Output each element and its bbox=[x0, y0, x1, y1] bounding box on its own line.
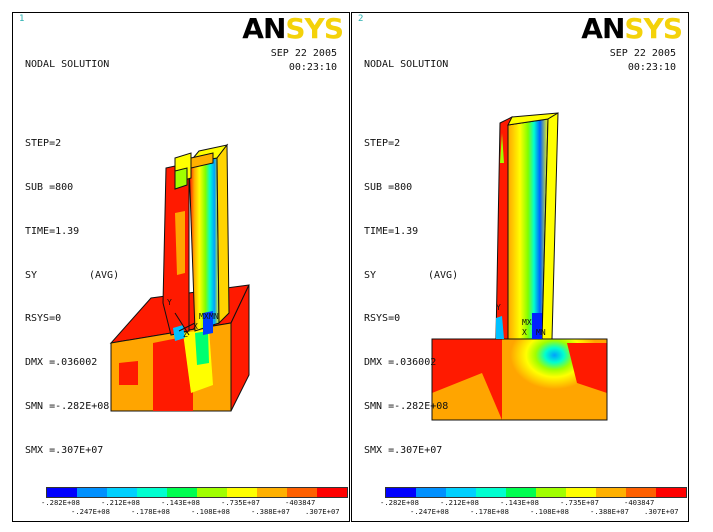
date-value: SEP 22 2005 bbox=[270, 48, 337, 59]
legend-swatch bbox=[137, 488, 167, 497]
sub-value: SUB =800 bbox=[25, 181, 74, 193]
legend-swatch bbox=[566, 488, 596, 497]
fea-model-isometric: MX MN Y Z X bbox=[109, 143, 250, 412]
ansys-logo: ANSYS bbox=[581, 12, 683, 45]
legend-label: -.212E+08 bbox=[440, 498, 479, 507]
dmx-value: DMX =.036002 bbox=[364, 357, 437, 369]
legend-swatch bbox=[656, 488, 686, 497]
time-value: TIME=1.39 bbox=[364, 225, 419, 237]
legend-swatch bbox=[47, 488, 77, 497]
x-axis-label: X bbox=[522, 328, 527, 337]
timestamp: SEP 22 2005 00:23:10 bbox=[271, 47, 337, 75]
legend-label: -403847 bbox=[285, 498, 316, 507]
legend-swatch bbox=[626, 488, 656, 497]
legend-label: -.212E+08 bbox=[101, 498, 140, 507]
avg-label: (AVG) bbox=[428, 269, 459, 281]
viewport-2[interactable]: 2 bbox=[351, 12, 689, 522]
viewport-1[interactable]: 1 bbox=[12, 12, 350, 522]
legend-swatch bbox=[287, 488, 317, 497]
smn-value: SMN =-.282E+08 bbox=[364, 400, 449, 412]
legend-swatch bbox=[317, 488, 347, 497]
solution-title: NODAL SOLUTION bbox=[364, 59, 449, 71]
time-value: TIME=1.39 bbox=[25, 225, 80, 237]
smx-value: SMX =.307E+07 bbox=[364, 444, 443, 456]
legend-swatch bbox=[506, 488, 536, 497]
legend-swatch bbox=[476, 488, 506, 497]
legend-swatch bbox=[536, 488, 566, 497]
legend-label: -.247E+08 bbox=[71, 507, 110, 516]
solution-info: NODAL SOLUTION STEP=2 SUB =800 TIME=1.39… bbox=[25, 29, 119, 487]
ansys-logo: ANSYS bbox=[242, 12, 344, 45]
legend-label: -.178E+08 bbox=[131, 507, 170, 516]
legend-label: -.388E+07 bbox=[590, 507, 629, 516]
legend-label: -.735E+07 bbox=[221, 498, 260, 507]
contour-legend-bar bbox=[46, 487, 348, 498]
avg-label: (AVG) bbox=[89, 269, 120, 281]
solution-info: NODAL SOLUTION STEP=2 SUB =800 TIME=1.39… bbox=[364, 29, 458, 487]
contour-legend-bar bbox=[385, 487, 687, 498]
legend-swatch bbox=[167, 488, 197, 497]
solution-title: NODAL SOLUTION bbox=[25, 59, 110, 71]
smx-value: SMX =.307E+07 bbox=[25, 444, 104, 456]
legend-label: -.735E+07 bbox=[560, 498, 599, 507]
legend-label: -.282E+08 bbox=[41, 498, 80, 507]
timestamp: SEP 22 2005 00:23:10 bbox=[610, 47, 676, 75]
window-number: 2 bbox=[358, 14, 364, 24]
legend-label: -.388E+07 bbox=[251, 507, 290, 516]
fea-model-front: MX MN Y X bbox=[431, 112, 608, 421]
legend-swatch bbox=[77, 488, 107, 497]
legend-label: -.178E+08 bbox=[470, 507, 509, 516]
min-marker: MN bbox=[209, 312, 219, 321]
legend-swatch bbox=[227, 488, 257, 497]
legend-swatch bbox=[386, 488, 416, 497]
legend-label: -.108E+08 bbox=[191, 507, 230, 516]
max-marker: MX bbox=[522, 318, 532, 327]
quantity-label: SY bbox=[25, 269, 38, 281]
legend-label: -.108E+08 bbox=[530, 507, 569, 516]
min-marker: MN bbox=[536, 328, 546, 337]
x-axis-label: X bbox=[193, 322, 198, 331]
clock-value: 00:23:10 bbox=[627, 62, 676, 73]
legend-label: -.143E+08 bbox=[161, 498, 200, 507]
rsys-value: RSYS=0 bbox=[25, 313, 62, 325]
legend-label: .307E+07 bbox=[305, 507, 340, 516]
legend-swatch bbox=[107, 488, 137, 497]
y-axis-label: Y bbox=[496, 303, 501, 312]
step-value: STEP=2 bbox=[364, 138, 401, 150]
legend-swatch bbox=[416, 488, 446, 497]
legend-swatch bbox=[197, 488, 227, 497]
legend-label: -.247E+08 bbox=[410, 507, 449, 516]
smn-value: SMN =-.282E+08 bbox=[25, 400, 110, 412]
legend-label: .307E+07 bbox=[644, 507, 679, 516]
legend-swatch bbox=[257, 488, 287, 497]
legend-label: -.143E+08 bbox=[500, 498, 539, 507]
window-number: 1 bbox=[19, 14, 25, 24]
legend-label: -.282E+08 bbox=[380, 498, 419, 507]
sub-value: SUB =800 bbox=[364, 181, 413, 193]
dmx-value: DMX =.036002 bbox=[25, 357, 98, 369]
date-value: SEP 22 2005 bbox=[609, 48, 676, 59]
legend-swatch bbox=[446, 488, 476, 497]
z-axis-label: Z bbox=[183, 330, 188, 339]
clock-value: 00:23:10 bbox=[288, 62, 337, 73]
max-marker: MX bbox=[199, 312, 209, 321]
y-axis-label: Y bbox=[167, 298, 172, 307]
step-value: STEP=2 bbox=[25, 138, 62, 150]
legend-label: -403847 bbox=[624, 498, 655, 507]
rsys-value: RSYS=0 bbox=[364, 313, 401, 325]
legend-swatch bbox=[596, 488, 626, 497]
quantity-label: SY bbox=[364, 269, 377, 281]
